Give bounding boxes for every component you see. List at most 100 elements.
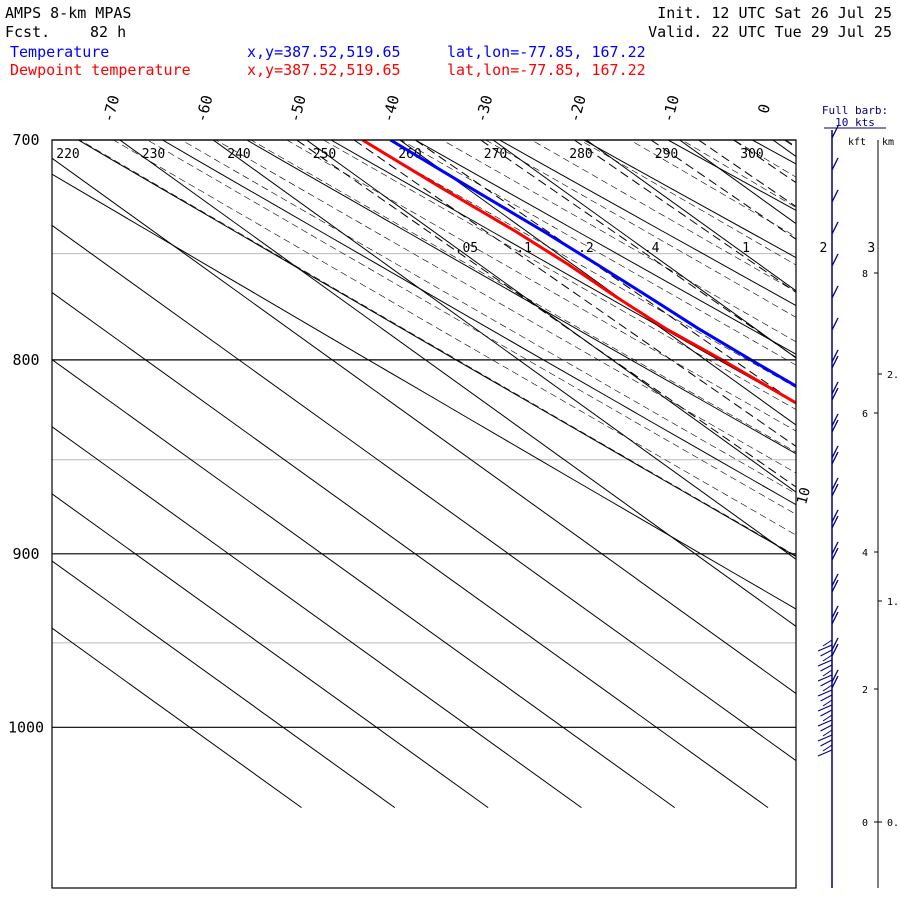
- dry-adiabat-label: 300: [740, 147, 763, 162]
- wind-barb: [831, 221, 839, 235]
- mixing-ratio-label: 3: [867, 241, 875, 256]
- temperature-tick-label: -70: [99, 93, 123, 124]
- mixing-ratio-label: .2: [578, 241, 594, 256]
- wind-barb: [831, 675, 839, 689]
- wind-barb: [820, 694, 833, 702]
- wind-barb: [831, 253, 839, 267]
- mixing-ratio-line: [650, 140, 796, 240]
- isotherm-10-label: 10: [794, 486, 814, 506]
- dry-adiabat-label: 240: [227, 147, 250, 162]
- pressure-tick-label: 700: [12, 131, 39, 149]
- wind-barb: [822, 729, 833, 737]
- isotherm-line: [52, 426, 582, 809]
- wind-barb: [831, 157, 839, 171]
- isotherm-line: [772, 140, 796, 158]
- wind-barb: [817, 674, 833, 682]
- wind-barb: [831, 541, 839, 555]
- dry-adiabat-line: [751, 140, 796, 165]
- moist-adiabat-line: [681, 140, 796, 208]
- dry-adiabat-label: 220: [56, 147, 79, 162]
- isotherm-line: [492, 140, 796, 359]
- wind-barb: [831, 669, 839, 683]
- km-tick-label: 1.: [887, 597, 899, 608]
- moist-adiabat-line: [180, 140, 796, 495]
- dry-adiabat-label: 230: [142, 147, 165, 162]
- wind-barb: [831, 419, 839, 433]
- isotherm-line: [398, 140, 796, 426]
- km-label: km: [882, 137, 894, 148]
- dry-adiabat-label: 280: [569, 147, 592, 162]
- temperature-profile: [389, 140, 796, 388]
- kft-tick-label: 8: [862, 269, 868, 280]
- wind-barb: [820, 679, 833, 687]
- wind-barb: [822, 714, 833, 722]
- kft-label: kft: [848, 137, 866, 148]
- legend-temperature-xy: x,y=387.52,519.65: [247, 43, 401, 61]
- wind-barb: [831, 317, 839, 331]
- wind-barb: [831, 643, 839, 657]
- wind-barb: [831, 515, 839, 529]
- legend-temperature-latlon: lat,lon=-77.85, 167.22: [447, 43, 646, 61]
- wind-barb: [831, 189, 839, 203]
- wind-barb: [831, 477, 839, 491]
- mixing-ratio-line: [783, 140, 796, 149]
- dry-adiabat-label: 260: [398, 147, 421, 162]
- pressure-tick-label: 800: [12, 351, 39, 369]
- isotherm-line: [52, 493, 489, 809]
- dry-adiabat-line: [161, 140, 796, 506]
- wind-barb: [822, 744, 833, 752]
- wind-barb: [831, 451, 839, 465]
- wind-barb: [831, 637, 839, 651]
- wind-barb: [817, 704, 833, 712]
- wind-barb: [822, 684, 833, 692]
- wind-barb: [820, 724, 833, 732]
- wind-barb: [817, 719, 833, 727]
- dry-adiabat-line: [498, 140, 796, 307]
- legend-dewpoint-label: Dewpoint temperature: [10, 61, 191, 79]
- dry-adiabat-line: [582, 140, 796, 259]
- wind-barb: [820, 739, 833, 747]
- legend-dewpoint-latlon: lat,lon=-77.85, 167.22: [447, 61, 646, 79]
- wind-barb: [831, 125, 839, 139]
- wind-barb: [831, 579, 839, 593]
- dry-adiabat-label: 270: [484, 147, 507, 162]
- mixing-ratio-line: [353, 140, 796, 447]
- wind-barb: [820, 709, 833, 717]
- wind-barb: [817, 734, 833, 742]
- wind-barb: [822, 654, 833, 662]
- wind-barb: [831, 349, 839, 363]
- legend-dewpoint-xy: x,y=387.52,519.65: [247, 61, 401, 79]
- moist-adiabat-line: [798, 116, 900, 807]
- wind-barb: [831, 573, 839, 587]
- wind-barb: [831, 547, 839, 561]
- moist-adiabat-line: [895, 116, 900, 807]
- pressure-tick-label: 900: [12, 545, 39, 563]
- mixing-ratio-label: .4: [644, 241, 660, 256]
- dry-adiabat-line: [793, 116, 900, 807]
- wind-barb: [822, 669, 833, 677]
- temperature-tick-label: -60: [192, 93, 216, 124]
- kft-tick-label: 6: [862, 409, 868, 420]
- init-time: Init. 12 UTC Sat 26 Jul 25: [657, 4, 892, 22]
- wind-barb: [831, 483, 839, 497]
- kft-tick-label: 2: [862, 685, 868, 696]
- moist-adiabat-line: [400, 140, 796, 366]
- full-barb-value: 10 kts: [835, 116, 875, 129]
- isotherm-line: [52, 157, 796, 695]
- isotherm-line: [52, 224, 796, 762]
- moist-adiabat-line: [79, 140, 796, 557]
- mixing-ratio-line: [787, 116, 900, 807]
- isotherm-line: [52, 359, 676, 809]
- wind-barb: [831, 509, 839, 523]
- dry-adiabat-line: [329, 140, 796, 405]
- isotherm-line: [119, 140, 796, 628]
- temperature-tick-label: -20: [565, 93, 589, 124]
- wind-barb: [817, 749, 833, 757]
- wind-barb: [822, 699, 833, 707]
- kft-tick-label: 0: [862, 818, 868, 829]
- isotherm-line: [305, 140, 796, 493]
- temperature-tick-label: -30: [472, 93, 496, 124]
- wind-barb: [817, 689, 833, 697]
- isotherm-line: [52, 291, 769, 809]
- kft-tick-label: 4: [862, 548, 868, 559]
